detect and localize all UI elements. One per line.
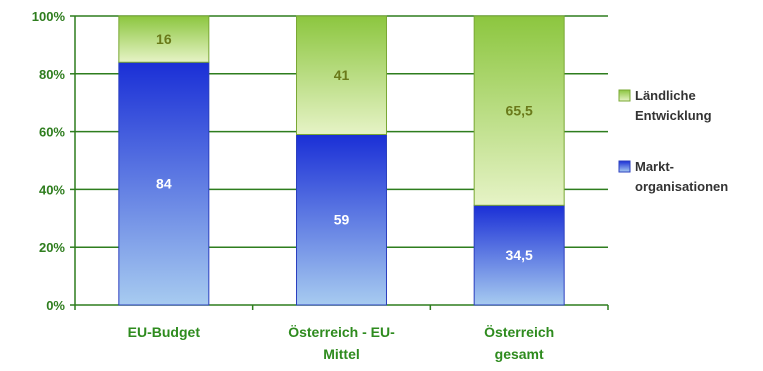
y-tick-label: 20% [39,240,65,255]
y-tick-label: 60% [39,125,65,140]
legend-label: Entwicklung [635,108,712,123]
x-tick-label: Österreich - EU- [288,324,395,340]
data-label: 34,5 [506,247,533,263]
data-label: 16 [156,31,172,47]
bar-segment-markt [473,204,565,306]
y-tick-label: 40% [39,182,65,197]
bar-segment-laendlich [473,15,565,206]
y-tick-label: 100% [32,9,66,24]
legend-label: Ländliche [635,88,696,103]
bar-segment-markt [296,133,387,306]
y-tick-label: 80% [39,67,65,82]
legend-swatch [618,89,631,102]
data-label: 41 [334,67,350,83]
bar-segment-laendlich [118,15,210,63]
x-tick-label: EU-Budget [128,324,201,340]
data-labels: 84 16 59 41 34,5 65,5 [156,31,533,263]
bar-segment-laendlich [296,15,387,135]
y-tick-label: 0% [46,298,65,313]
legend-label: organisationen [635,179,728,194]
x-tick-label: Österreich [484,324,554,340]
bar-segment-markt [118,61,210,306]
bars [118,15,565,306]
data-label: 65,5 [506,103,533,119]
data-label: 84 [156,176,172,192]
legend-label: Markt- [635,159,674,174]
legend-swatch [618,160,631,173]
data-label: 59 [334,212,350,228]
legend: Ländliche Entwicklung Markt-organisationen [618,88,728,194]
x-tick-label: gesamt [495,346,544,362]
x-tick-label: Mittel [323,346,360,362]
